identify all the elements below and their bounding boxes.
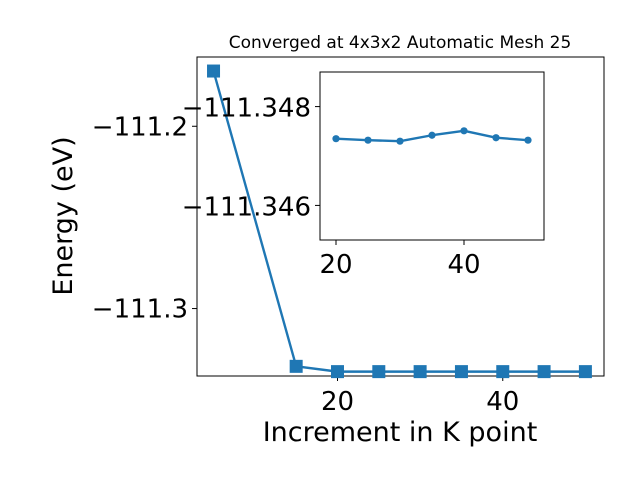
inset-plot-frame: [319, 71, 545, 241]
inset-data-point: [364, 136, 372, 144]
chart-title: Converged at 4x3x2 Automatic Mesh 25: [229, 33, 572, 53]
main-data-point: [289, 359, 303, 373]
main-data-point: [330, 365, 344, 379]
main-data-point: [207, 64, 221, 78]
main-x-tick-label: 20: [321, 387, 354, 417]
inset-x-tick-label: 40: [447, 250, 480, 280]
inset-data-point: [492, 134, 500, 142]
main-plot-frame: [196, 56, 605, 377]
x-axis-label: Increment in K point: [263, 417, 538, 448]
inset-y-tick-label: −111.346: [182, 192, 311, 222]
inset-y-tick-label: −111.348: [182, 94, 311, 124]
main-x-tick-label: 40: [486, 387, 519, 417]
inset-data-point: [460, 127, 468, 135]
main-y-tick-label: −111.3: [92, 295, 188, 325]
main-data-point: [454, 365, 468, 379]
inset-plot-background: [320, 72, 544, 240]
inset-data-point: [396, 137, 404, 145]
inset-data-point: [524, 136, 532, 144]
inset-x-tick-label: 20: [319, 250, 352, 280]
main-y-tick-label: −111.2: [92, 112, 188, 142]
main-data-point: [578, 365, 592, 379]
y-axis-label: Energy (eV): [48, 136, 79, 295]
main-data-point: [496, 365, 510, 379]
main-data-point: [537, 365, 551, 379]
main-data-point: [372, 365, 386, 379]
inset-data-point: [428, 131, 436, 139]
inset-data-point: [332, 135, 340, 143]
main-data-point: [413, 365, 427, 379]
